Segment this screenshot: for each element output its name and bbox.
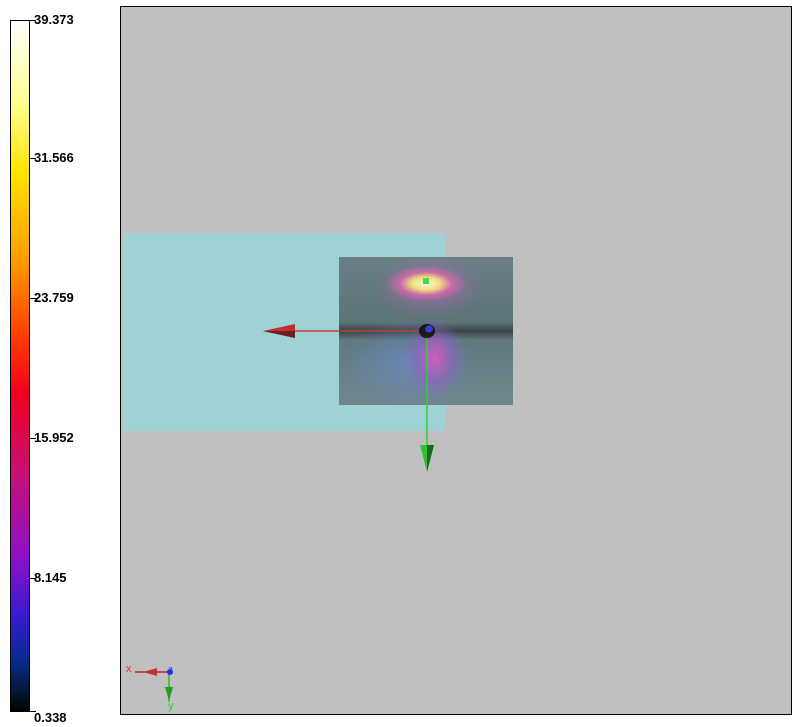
render-viewport[interactable]: x z y: [120, 6, 792, 715]
colorbar-tick-max: [30, 20, 36, 21]
triad-y-label: y: [168, 700, 174, 712]
triad-z-label: z: [168, 665, 173, 676]
colorbar-label-5: 8.145: [34, 570, 67, 585]
orientation-triad-icon: [135, 668, 173, 702]
colorbar-label-4: 15.952: [34, 430, 74, 445]
colorbar-tick-2: [30, 158, 36, 159]
axes-overlay: [135, 278, 435, 702]
triad-x-label: x: [126, 663, 132, 675]
colorbar-tick-4: [30, 438, 36, 439]
colorbar-tick-5: [30, 578, 36, 579]
colorbar-label-3: 23.759: [34, 290, 74, 305]
colorbar-label-max: 39.373: [34, 12, 74, 27]
marker-icon[interactable]: [423, 278, 429, 284]
color-scale-bar: [10, 20, 30, 712]
colorbar-tick-min: [30, 711, 36, 712]
colorbar-label-min: 0.338: [34, 710, 67, 725]
colorbar-tick-3: [30, 298, 36, 299]
colorbar-label-2: 31.566: [34, 150, 74, 165]
